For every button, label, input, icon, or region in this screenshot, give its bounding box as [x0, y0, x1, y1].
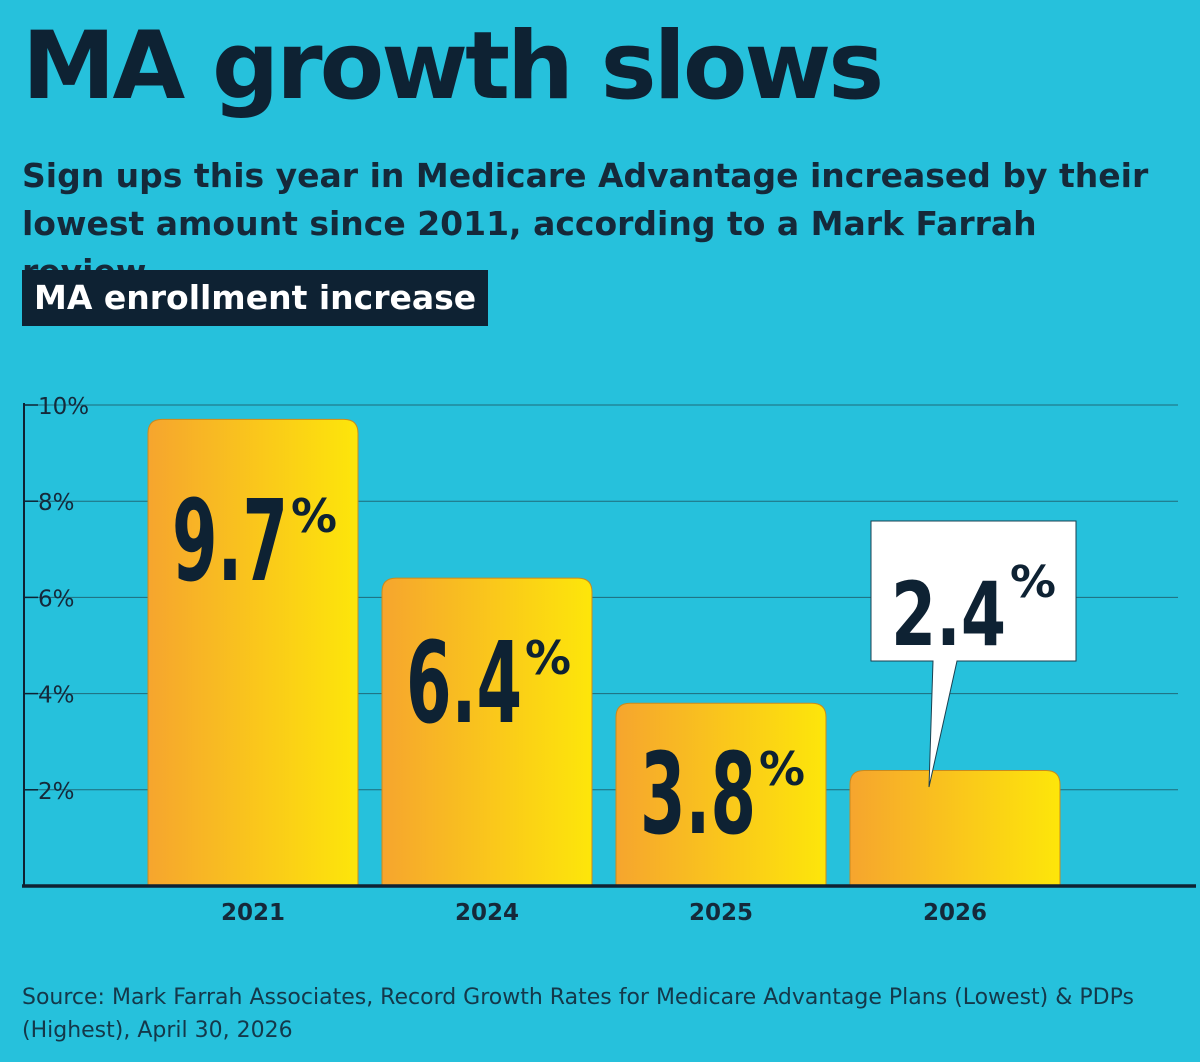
- bar: [381, 577, 593, 887]
- bars: [147, 418, 1061, 887]
- chart-subtitle: Sign ups this year in Medicare Advantage…: [22, 156, 1149, 291]
- data-label: 9.7: [172, 477, 288, 607]
- y-tick-label: 4%: [38, 683, 75, 709]
- data-label-suffix: %: [525, 631, 571, 685]
- chart-title: MA growth slows: [22, 12, 884, 121]
- data-label-suffix: %: [759, 742, 805, 796]
- x-tick-label: 2025: [689, 900, 753, 926]
- axes: 2% 4% 6% 8% 10%: [22, 394, 1196, 888]
- data-label-suffix: %: [1010, 557, 1056, 608]
- source-note: Source: Mark Farrah Associates, Record G…: [22, 985, 1134, 1043]
- x-tick-label: 2026: [923, 900, 987, 926]
- y-tick-label: 8%: [38, 490, 75, 516]
- data-label: 6.4: [406, 619, 522, 749]
- bar: [147, 418, 359, 887]
- y-tick-label: 2%: [38, 779, 75, 805]
- x-tick-label: 2024: [455, 900, 519, 926]
- y-tick-label: 10%: [38, 394, 89, 420]
- data-label: 3.8: [640, 730, 756, 860]
- data-label-suffix: %: [291, 489, 337, 543]
- chart-label: MA enrollment increase: [22, 270, 489, 326]
- data-label: 2.4: [891, 563, 1006, 666]
- value-labels: 2021 9.7 % 2024 6.4 % 2025 3.8 % 2026 2.4%: [172, 477, 1077, 926]
- y-tick-label: 6%: [38, 586, 75, 612]
- bar: [615, 702, 827, 887]
- bar: [849, 770, 1061, 887]
- x-tick-label: 2021: [221, 900, 285, 926]
- callout-box: [870, 520, 1077, 788]
